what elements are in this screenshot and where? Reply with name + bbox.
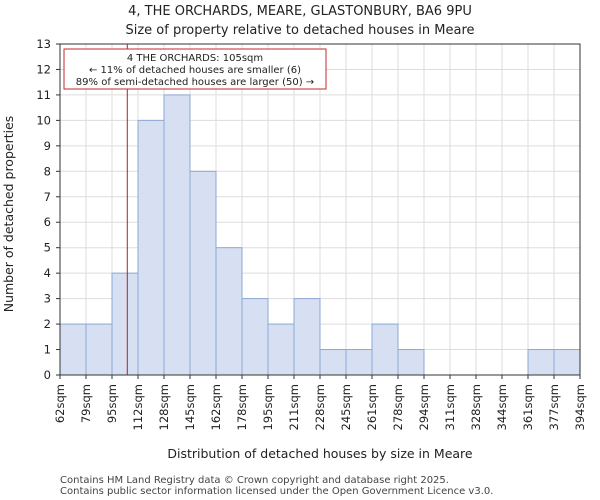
plot-frame — [59, 43, 581, 376]
y-tick-label: 3 — [44, 292, 51, 306]
x-tick-label: 311sqm — [443, 384, 457, 430]
histogram-bar — [553, 349, 581, 376]
x-axis-label: Distribution of detached houses by size … — [167, 446, 473, 461]
x-tick-label: 145sqm — [183, 384, 197, 430]
y-tick-label: 10 — [36, 113, 51, 127]
chart-title: 4, THE ORCHARDS, MEARE, GLASTONBURY, BA6… — [128, 4, 472, 19]
histogram-bar — [215, 247, 243, 376]
x-tick-label: 377sqm — [547, 384, 561, 430]
histogram-bar — [111, 272, 139, 376]
x-tick-label: 278sqm — [391, 384, 405, 430]
annotation-line-3: 89% of semi-detached houses are larger (… — [76, 77, 314, 88]
x-tick-label: 95sqm — [105, 384, 119, 423]
y-tick-label: 8 — [44, 164, 51, 178]
footer-line-2: Contains public sector information licen… — [60, 486, 493, 497]
y-tick-label: 9 — [44, 139, 51, 153]
x-tick-label: 79sqm — [79, 384, 93, 423]
histogram-bar — [189, 170, 217, 376]
bars — [59, 94, 581, 376]
y-tick-label: 13 — [36, 37, 51, 51]
histogram-bar — [319, 349, 347, 376]
histogram-bar — [85, 323, 113, 376]
y-tick-label: 1 — [44, 343, 51, 357]
histogram-bar — [371, 323, 399, 376]
y-tick-label: 11 — [36, 88, 51, 102]
x-tick-label: 112sqm — [131, 384, 145, 430]
x-tick-label: 245sqm — [339, 384, 353, 430]
histogram-bar — [241, 298, 269, 376]
y-tick-label: 4 — [44, 266, 51, 280]
histogram-bar — [397, 349, 425, 376]
x-tick-label: 228sqm — [313, 384, 327, 430]
footer-line-1: Contains HM Land Registry data © Crown c… — [60, 475, 449, 486]
histogram-bar — [527, 349, 555, 376]
histogram-bar — [345, 349, 373, 376]
y-axis-label: Number of detached properties — [1, 116, 16, 313]
x-tick-label: 344sqm — [495, 384, 509, 430]
y-tick-label: 0 — [44, 368, 51, 382]
x-tick-label: 394sqm — [573, 384, 587, 430]
annotation-frame — [63, 48, 327, 90]
x-tick-label: 294sqm — [417, 384, 431, 430]
x-tick-label: 361sqm — [521, 384, 535, 430]
annotation-line-2: ← 11% of detached houses are smaller (6) — [89, 65, 301, 76]
y-tick-label: 7 — [44, 190, 51, 204]
x-tick-label: 128sqm — [157, 384, 171, 430]
histogram-bar — [267, 323, 295, 376]
x-tick-label: 261sqm — [365, 384, 379, 430]
histogram-bar — [137, 119, 165, 376]
histogram-bar — [293, 298, 321, 376]
histogram-bar — [163, 94, 191, 376]
y-tick-label: 5 — [44, 241, 51, 255]
annotation-box: 4 THE ORCHARDS: 105sqm ← 11% of detached… — [63, 48, 327, 90]
x-tick-label: 62sqm — [53, 384, 67, 423]
histogram-bar — [59, 323, 87, 376]
y-tick-label: 6 — [44, 215, 51, 229]
y-tick-label: 12 — [36, 62, 51, 76]
chart-subtitle: Size of property relative to detached ho… — [125, 23, 474, 38]
x-tick-label: 162sqm — [209, 384, 223, 430]
x-tick-label: 195sqm — [261, 384, 275, 430]
x-tick-label: 211sqm — [287, 384, 301, 430]
x-tick-label: 178sqm — [235, 384, 249, 430]
x-tick-label: 328sqm — [469, 384, 483, 430]
x-ticks: 62sqm 79sqm 95sqm 112sqm 128sqm 145sqm 162sqm 1… — [53, 375, 587, 430]
y-tick-label: 2 — [44, 317, 51, 331]
annotation-line-1: 4 THE ORCHARDS: 105sqm — [127, 53, 263, 64]
